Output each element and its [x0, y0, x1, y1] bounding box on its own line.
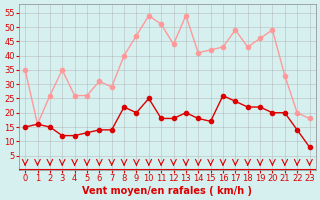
X-axis label: Vent moyen/en rafales ( km/h ): Vent moyen/en rafales ( km/h ) [82, 186, 252, 196]
